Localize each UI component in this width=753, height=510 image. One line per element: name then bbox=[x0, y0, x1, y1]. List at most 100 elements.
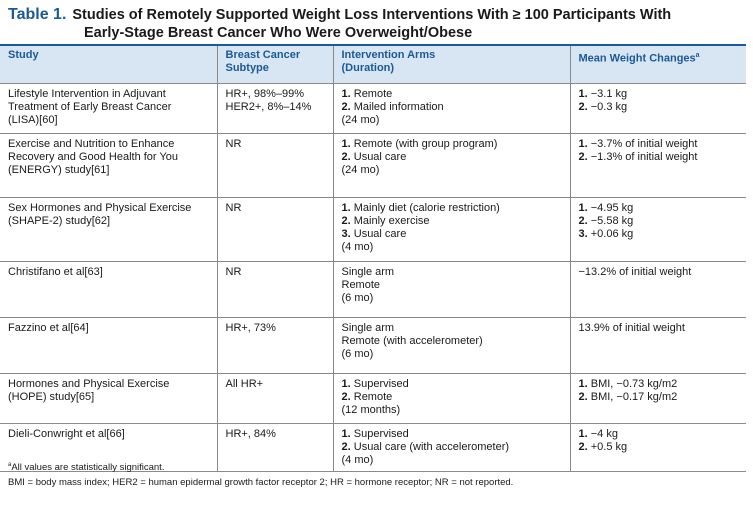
item-number: 1. bbox=[578, 202, 588, 214]
cell-study: Exercise and Nutrition to Enhance Recover… bbox=[0, 133, 217, 198]
table-title-line-1: Studies of Remotely Supported Weight Los… bbox=[72, 7, 672, 23]
item-number: 2. bbox=[341, 441, 351, 453]
cell-subtype-line: All HR+ bbox=[225, 378, 264, 390]
header-weight: Mean Weight Changesa bbox=[569, 46, 746, 84]
item-text: Mainly diet (calorie restriction) bbox=[353, 202, 500, 214]
item-number: 3. bbox=[341, 228, 351, 240]
cell-subtype-line: NR bbox=[225, 202, 242, 214]
cell-subtype-line: HER2+, 8%–14% bbox=[225, 101, 312, 113]
cell-study: Hormones and Physical Exercise (HOPE) stu… bbox=[0, 373, 217, 424]
cell-weight-item: 2. +0.5 kg bbox=[579, 441, 741, 454]
item-number: 1. bbox=[578, 88, 588, 100]
item-text: +0.06 kg bbox=[590, 228, 634, 240]
cell-study: Fazzino et al[64] bbox=[0, 317, 217, 374]
cell-study-line: Lifestyle Intervention in Adjuvant bbox=[8, 88, 166, 100]
item-number: 2. bbox=[578, 391, 588, 403]
cell-arms-item: (24 mo) bbox=[342, 164, 564, 177]
cell-study: Christifano et al[63] bbox=[0, 261, 217, 318]
cell-arms-item: 1. Remote (with group program) bbox=[342, 138, 564, 151]
cell-arms: 1. Mainly diet (calorie restriction) 2. M… bbox=[332, 197, 570, 262]
item-number: 2. bbox=[578, 151, 588, 163]
item-text: Usual care (with accelerometer) bbox=[353, 441, 510, 453]
cell-subtype: NR bbox=[216, 197, 333, 262]
item-number: 2. bbox=[341, 101, 351, 113]
cell-weight: 13.9% of initial weight bbox=[569, 317, 746, 374]
table-title: Table 1. Studies of Remotely Supported We… bbox=[8, 6, 748, 42]
cell-study-line: (ENERGY) study[61] bbox=[8, 164, 110, 176]
item-number: 1. bbox=[341, 378, 351, 390]
cell-study-line: Treatment of Early Breast Cancer bbox=[8, 101, 172, 113]
table-row: Hormones and Physical Exercise (HOPE) stu… bbox=[0, 373, 746, 424]
cell-study: Sex Hormones and Physical Exercise (SHAPE… bbox=[0, 197, 217, 262]
cell-weight-item: 1. −3.7% of initial weight bbox=[579, 138, 741, 151]
cell-weight: 1. −3.1 kg 2. −0.3 kg bbox=[569, 83, 746, 134]
item-text: (4 mo) bbox=[341, 241, 374, 253]
cell-study-line: Recovery and Good Health for You bbox=[8, 151, 179, 163]
cell-subtype: All HR+ bbox=[216, 373, 333, 424]
item-number: 2. bbox=[578, 101, 588, 113]
cell-subtype-line: HR+, 84% bbox=[225, 428, 276, 440]
cell-arms-item: (6 mo) bbox=[342, 292, 564, 305]
cell-subtype: HR+, 98%–99% HER2+, 8%–14% bbox=[216, 83, 333, 134]
table-row: Fazzino et al[64] HR+, 73% Single arm Remot… bbox=[0, 317, 746, 374]
item-text: (6 mo) bbox=[341, 348, 374, 360]
footnote-abbreviations: BMI = body mass index; HER2 = human epid… bbox=[8, 477, 514, 489]
cell-arms-item: 2. Mainly exercise bbox=[342, 215, 564, 228]
item-text: Remote bbox=[341, 279, 381, 291]
item-text: −1.3% of initial weight bbox=[590, 151, 698, 163]
header-subtype: Breast Cancer Subtype bbox=[216, 46, 333, 84]
cell-weight-item: 2. −5.58 kg bbox=[579, 215, 741, 228]
item-text: +0.5 kg bbox=[590, 441, 628, 453]
table-row: Sex Hormones and Physical Exercise (SHAPE… bbox=[0, 197, 746, 262]
item-text: −4.95 kg bbox=[590, 202, 634, 214]
cell-weight: −13.2% of initial weight bbox=[569, 261, 746, 318]
table-row: Lifestyle Intervention in Adjuvant Treatm… bbox=[0, 83, 746, 134]
item-number: 1. bbox=[578, 378, 588, 390]
cell-subtype: NR bbox=[216, 133, 333, 198]
table-row: Exercise and Nutrition to Enhance Recover… bbox=[0, 133, 746, 198]
item-number: 1. bbox=[578, 138, 588, 150]
cell-arms-item: Remote (with accelerometer) bbox=[342, 335, 564, 348]
cell-arms-item: (4 mo) bbox=[342, 241, 564, 254]
cell-arms-item: 3. Usual care bbox=[342, 228, 564, 241]
footnote-a: aAll values are statistically significan… bbox=[8, 462, 165, 474]
item-number: 1. bbox=[341, 202, 351, 214]
cell-study-line: Fazzino et al[64] bbox=[8, 322, 89, 334]
cell-subtype: NR bbox=[216, 261, 333, 318]
item-text: Remote (with accelerometer) bbox=[341, 335, 483, 347]
cell-study-line: Christifano et al[63] bbox=[8, 266, 103, 278]
cell-arms: 1. Supervised 2. Remote (12 months) bbox=[332, 373, 570, 424]
item-text: BMI, −0.73 kg/m2 bbox=[590, 378, 678, 390]
cell-study-line: Dieli-Conwright et al[66] bbox=[8, 428, 125, 440]
item-text: 13.9% of initial weight bbox=[578, 322, 685, 334]
cell-subtype-line: NR bbox=[225, 266, 242, 278]
cell-subtype-line: NR bbox=[225, 138, 242, 150]
cell-arms: Single arm Remote (with accelerometer) (6 … bbox=[332, 317, 570, 374]
cell-weight-item: 2. −0.3 kg bbox=[579, 101, 741, 114]
item-number: 3. bbox=[578, 228, 588, 240]
item-text: −13.2% of initial weight bbox=[578, 266, 692, 278]
cell-arms-item: (12 months) bbox=[342, 404, 564, 417]
cell-arms-item: (4 mo) bbox=[342, 454, 564, 467]
cell-arms-item: Single arm bbox=[342, 322, 564, 335]
cell-weight: 1. BMI, −0.73 kg/m2 2. BMI, −0.17 kg/m2 bbox=[569, 373, 746, 424]
item-text: (24 mo) bbox=[341, 114, 380, 126]
cell-arms-item: (6 mo) bbox=[342, 348, 564, 361]
item-text: (6 mo) bbox=[341, 292, 374, 304]
table-number: Table 1. bbox=[8, 6, 67, 23]
item-number: 1. bbox=[578, 428, 588, 440]
cell-study-line: Exercise and Nutrition to Enhance bbox=[8, 138, 175, 150]
cell-study-line: (SHAPE-2) study[62] bbox=[8, 215, 111, 227]
cell-study-line: (HOPE) study[65] bbox=[8, 391, 95, 403]
item-text: BMI, −0.17 kg/m2 bbox=[590, 391, 678, 403]
cell-arms: 1. Remote 2. Mailed information (24 mo) bbox=[332, 83, 570, 134]
cell-arms: 1. Supervised 2. Usual care (with acceler… bbox=[332, 423, 570, 472]
table-top-rule bbox=[0, 44, 746, 46]
item-text: Supervised bbox=[353, 378, 409, 390]
item-text: Usual care bbox=[353, 228, 407, 240]
item-text: (24 mo) bbox=[341, 164, 380, 176]
item-text: −0.3 kg bbox=[590, 101, 628, 113]
cell-arms: 1. Remote (with group program) 2. Usual c… bbox=[332, 133, 570, 198]
item-number: 1. bbox=[341, 138, 351, 150]
